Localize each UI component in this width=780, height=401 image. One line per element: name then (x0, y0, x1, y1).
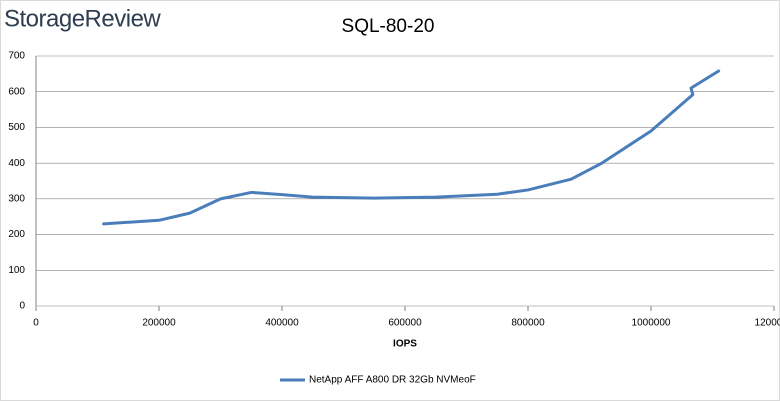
x-tick-label: 1000000 (632, 318, 671, 329)
y-tick-label: 200 (8, 229, 25, 240)
y-tick-label: 400 (8, 158, 25, 169)
legend-label: NetApp AFF A800 DR 32Gb NVMeoF (309, 375, 476, 386)
y-tick-label: 0 (19, 301, 25, 312)
x-tick-label: 600000 (388, 318, 422, 329)
data-line (102, 69, 721, 226)
y-tick-label: 100 (8, 265, 25, 276)
x-tick-label: 0 (33, 318, 39, 329)
x-tick-label: 400000 (265, 318, 299, 329)
chart-title: SQL-80-20 (342, 16, 435, 37)
x-axis-label: IOPS (393, 339, 417, 350)
y-tick-label: 600 (8, 86, 25, 97)
x-tick-label: 800000 (511, 318, 545, 329)
y-tick-label: 700 (8, 51, 25, 62)
y-tick-label: 500 (8, 122, 25, 133)
y-tick-label: 300 (8, 193, 25, 204)
x-tick-label: 1200000 (755, 318, 780, 329)
brand-logo: StorageReview (4, 5, 161, 32)
x-tick-label: 200000 (142, 318, 176, 329)
